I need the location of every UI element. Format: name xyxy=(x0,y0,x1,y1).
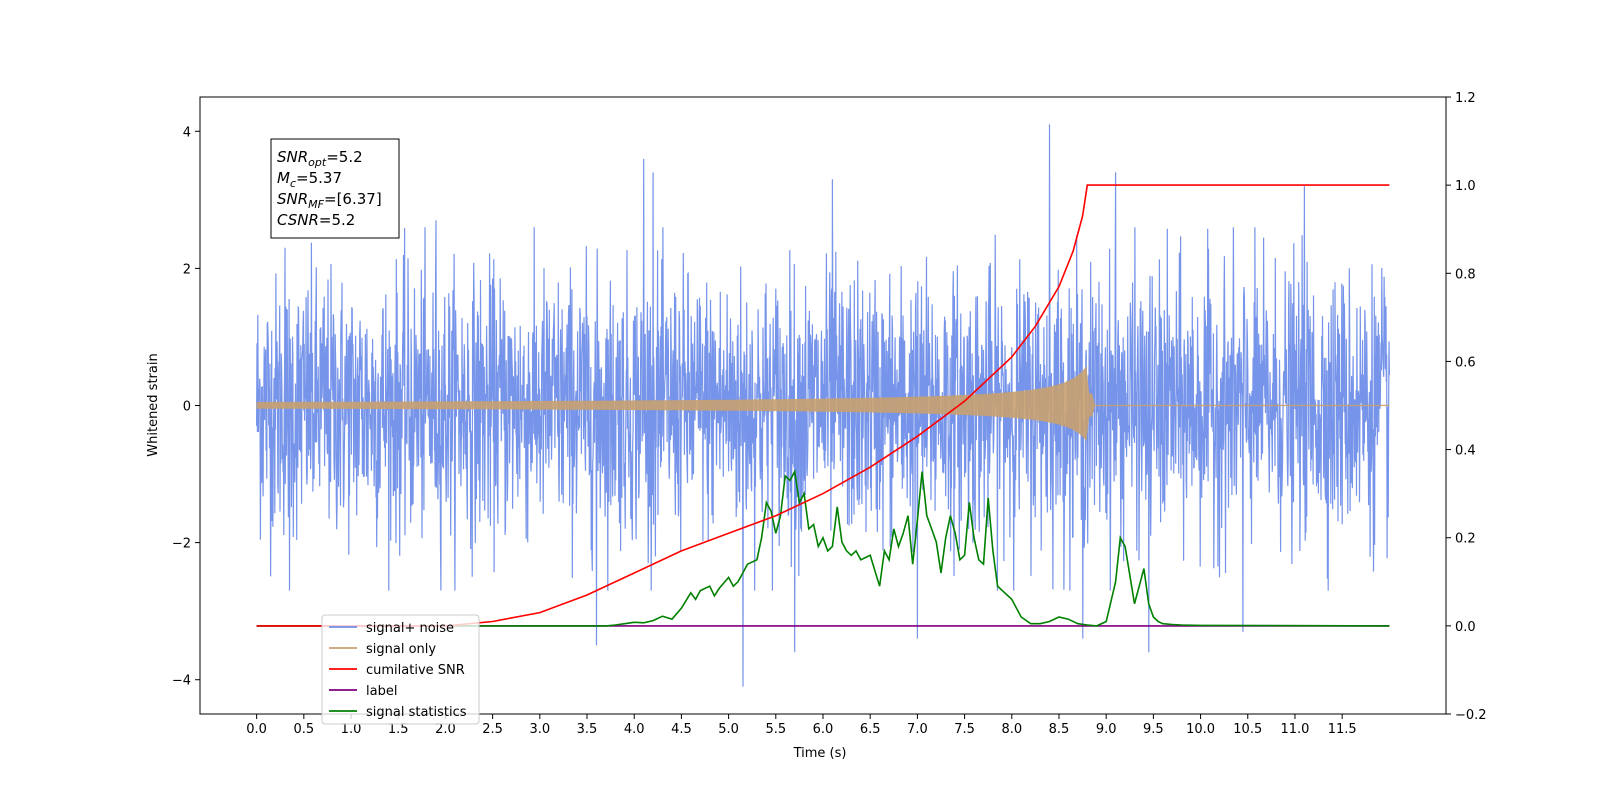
y2-tick-label: 1.0 xyxy=(1455,179,1476,194)
y-tick-label: 4 xyxy=(183,125,191,140)
info-symbol: SNR xyxy=(277,190,308,208)
y2-tick-label: 0.8 xyxy=(1455,267,1476,282)
info-subscript: c xyxy=(290,177,296,190)
info-value: =5.37 xyxy=(296,169,342,187)
legend-label: label xyxy=(366,684,397,699)
info-value: =5.2 xyxy=(326,148,362,166)
x-tick-label: 1.0 xyxy=(341,722,362,737)
x-tick-label: 3.0 xyxy=(529,722,550,737)
info-subscript: MF xyxy=(308,198,324,211)
x-tick-label: 1.5 xyxy=(388,722,409,737)
x-tick-label: 9.5 xyxy=(1143,722,1164,737)
legend-label: signal only xyxy=(366,642,436,657)
info-box-frame xyxy=(270,138,400,239)
x-tick-label: 2.5 xyxy=(482,722,503,737)
x-tick-label: 5.0 xyxy=(718,722,739,737)
y2-tick-label: 0.0 xyxy=(1455,620,1476,635)
x-tick-label: 6.0 xyxy=(813,722,834,737)
series-cumulative-snr xyxy=(256,184,1390,627)
legend-frame xyxy=(321,614,480,725)
x-tick-label: 7.5 xyxy=(954,722,975,737)
x-tick-label: 8.5 xyxy=(1049,722,1070,737)
x-tick-label: 4.5 xyxy=(671,722,692,737)
info-subscript: opt xyxy=(308,156,327,169)
y2-tick-label: 0.6 xyxy=(1455,355,1476,370)
y-tick-label: 0 xyxy=(183,400,191,415)
x-tick-label: 9.0 xyxy=(1096,722,1117,737)
x-tick-label: 11.5 xyxy=(1328,722,1357,737)
info-symbol: M xyxy=(277,169,290,187)
legend-label: cumilative SNR xyxy=(366,663,465,678)
x-tick-label: 0.5 xyxy=(293,722,314,737)
y-tick-label: −4 xyxy=(172,674,191,689)
y2-tick-label: 1.2 xyxy=(1455,91,1476,106)
series-signal-statistics xyxy=(256,469,1390,627)
legend: signal+ noise signal only cumilative SNR la… xyxy=(321,614,480,725)
y-axis-title-group: Whitened strain xyxy=(146,353,161,456)
info-box-line: CSNR=5.2 xyxy=(277,211,355,229)
y2-tick-label: 0.2 xyxy=(1455,532,1476,547)
info-symbol: CSNR xyxy=(277,211,319,229)
x-axis-title-group: Time (s) xyxy=(793,746,847,761)
info-value: =5.2 xyxy=(319,211,355,229)
x-tick-label: 10.0 xyxy=(1186,722,1215,737)
info-box-line: SNRMF=[6.37] xyxy=(277,190,382,211)
legend-label: signal+ noise xyxy=(366,621,454,636)
info-box-line: SNRopt=5.2 xyxy=(277,148,363,169)
x-tick-label: 4.0 xyxy=(624,722,645,737)
y-tick-label: 2 xyxy=(183,262,191,277)
x-tick-label: 5.5 xyxy=(765,722,786,737)
x-tick-label: 10.5 xyxy=(1233,722,1262,737)
x-tick-label: 6.5 xyxy=(860,722,881,737)
legend-label: signal statistics xyxy=(366,705,467,720)
x-axis-title: Time (s) xyxy=(793,746,847,761)
y-axis-title: Whitened strain xyxy=(146,353,161,456)
y2-tick-label: −0.2 xyxy=(1455,708,1487,723)
x-tick-label: 11.0 xyxy=(1280,722,1309,737)
x-tick-label: 8.0 xyxy=(1001,722,1022,737)
x-tick-label: 0.0 xyxy=(246,722,267,737)
plot-area xyxy=(256,124,1390,687)
y2-tick-label: 0.4 xyxy=(1455,444,1476,459)
info-symbol: SNR xyxy=(277,148,308,166)
x-tick-label: 3.5 xyxy=(577,722,598,737)
info-value: =[6.37] xyxy=(324,190,382,208)
x-tick-label: 7.0 xyxy=(907,722,928,737)
x-tick-label: 2.0 xyxy=(435,722,456,737)
y-tick-label: −2 xyxy=(172,537,191,552)
series-signal-only xyxy=(256,365,1390,442)
info-box-line: Mc=5.37 xyxy=(277,169,342,190)
